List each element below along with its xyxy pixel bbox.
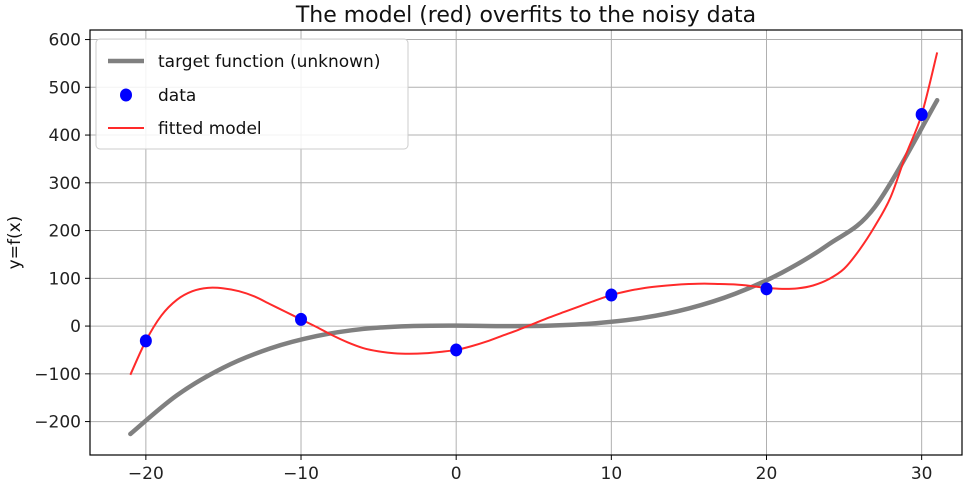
- y-tick-label: 0: [70, 317, 81, 337]
- series-target-function-line: [128, 97, 940, 437]
- y-tick-label: 500: [49, 78, 81, 98]
- x-tick-label: 10: [601, 464, 623, 484]
- plot-area: [128, 52, 940, 437]
- x-tick-label: 20: [756, 464, 778, 484]
- data-point: [605, 288, 618, 302]
- x-tick-label: 30: [911, 464, 933, 484]
- data-point: [295, 312, 308, 326]
- data-point: [139, 334, 152, 348]
- legend-label: data: [158, 86, 196, 106]
- chart-title: The model (red) overfits to the noisy da…: [295, 3, 756, 28]
- y-tick-label: 300: [49, 174, 81, 194]
- legend-box: [95, 38, 409, 150]
- x-tick-label: −20: [128, 464, 164, 484]
- legend-label: target function (unknown): [158, 52, 380, 72]
- y-tick-label: 400: [49, 126, 81, 146]
- data-point: [915, 108, 928, 122]
- data-point: [450, 343, 463, 357]
- plot-frame: [89, 29, 963, 456]
- y-tick-label: 200: [49, 222, 81, 242]
- y-axis-label: y=f(x): [5, 216, 25, 270]
- x-tick-label: 0: [451, 464, 462, 484]
- y-tick-label: −100: [34, 365, 81, 385]
- x-tick-label: −10: [283, 464, 319, 484]
- y-tick-label: 600: [49, 31, 81, 51]
- series-fitted-model-line: [129, 52, 939, 376]
- data-point: [760, 282, 773, 296]
- grid: [90, 30, 962, 455]
- y-tick-label: −200: [34, 413, 81, 433]
- series-group: [128, 52, 940, 437]
- legend: target function (unknown) data fitted mode…: [95, 38, 409, 150]
- y-tick-label: 100: [49, 269, 81, 289]
- legend-swatch-data: [120, 88, 132, 102]
- legend-label: fitted model: [158, 119, 262, 139]
